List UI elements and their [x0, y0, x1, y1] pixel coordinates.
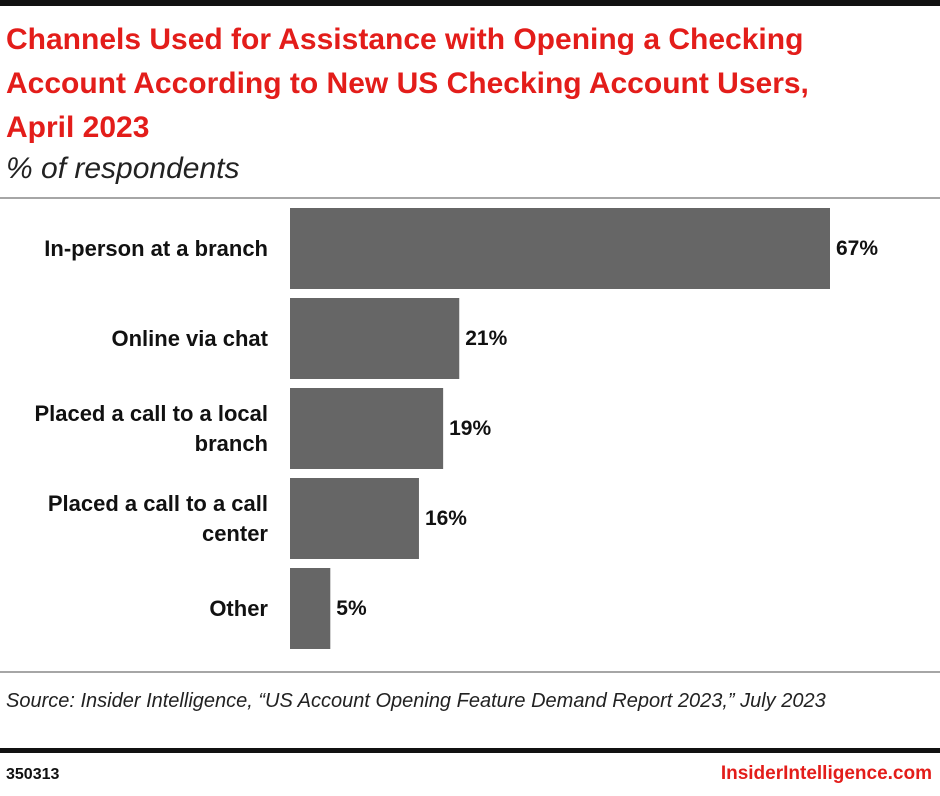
bar	[290, 568, 331, 649]
bar	[290, 478, 419, 559]
category-label: Other	[209, 595, 268, 621]
bars	[290, 208, 830, 649]
chart-id: 350313	[6, 766, 60, 783]
top-rule	[0, 0, 940, 6]
value-label: 5%	[336, 596, 367, 620]
source: Source: Insider Intelligence, “US Accoun…	[6, 690, 826, 712]
value-label: 21%	[465, 326, 508, 350]
bar	[290, 388, 444, 469]
value-label: 16%	[424, 506, 467, 530]
category-label: Placed a call to a local branch	[34, 400, 268, 456]
bottom-rule	[0, 748, 940, 753]
chart-subtitle: % of respondents	[6, 152, 240, 185]
value-label: 67%	[836, 236, 879, 260]
category-label: Placed a call to a call center	[47, 490, 268, 546]
brand: InsiderIntelligence.com	[720, 763, 932, 784]
value-label: 19%	[449, 416, 492, 440]
category-label: In-person at a branch	[44, 235, 268, 261]
bar	[290, 298, 460, 379]
bar	[290, 208, 830, 289]
chart-title: Channels Used for Assistance with Openin…	[6, 23, 809, 144]
category-label: Online via chat	[111, 325, 269, 351]
